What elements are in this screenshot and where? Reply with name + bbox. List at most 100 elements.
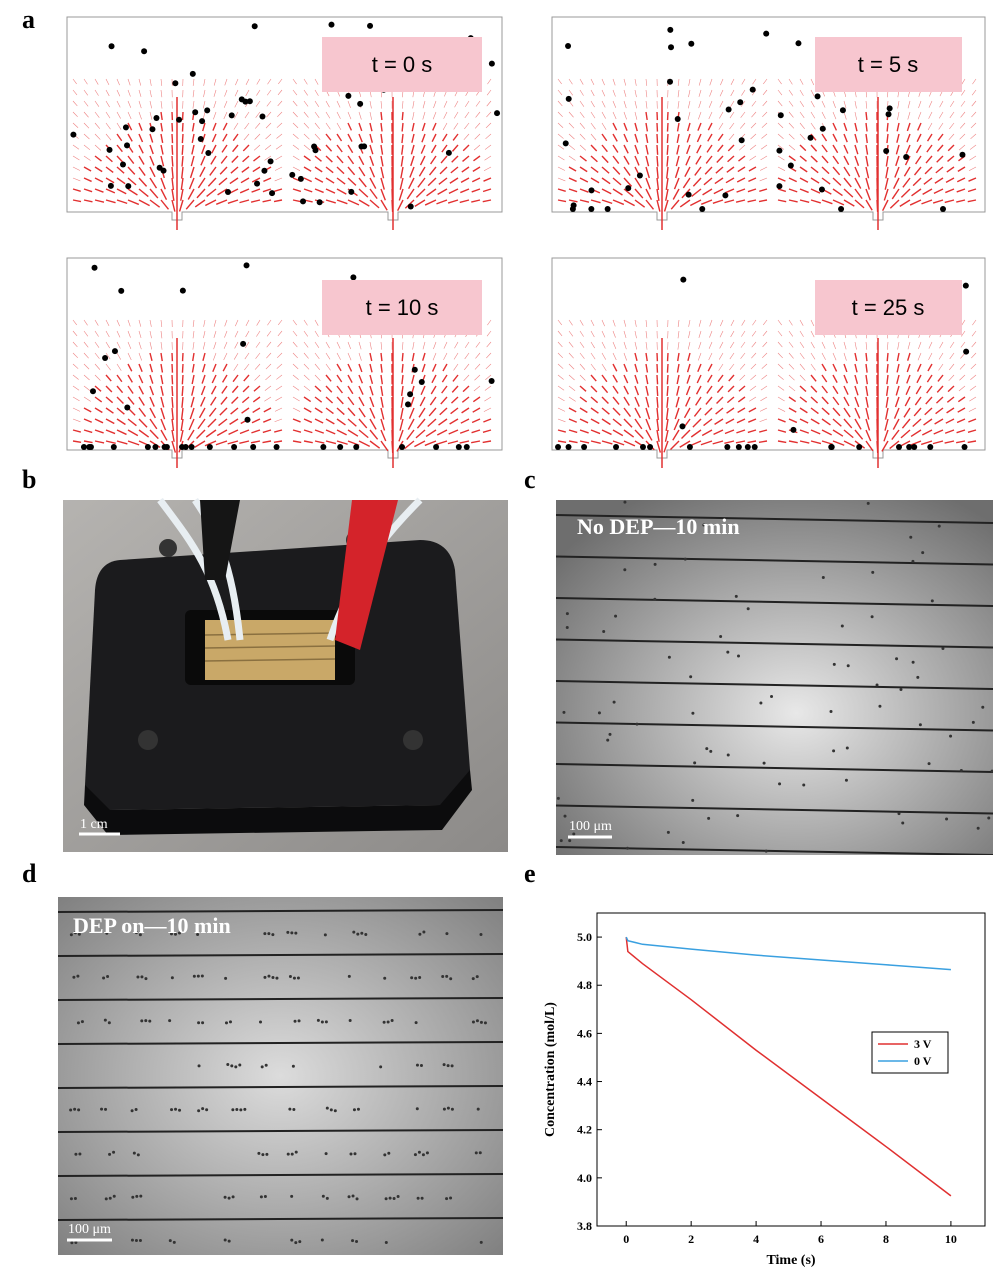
x-tick-label: 2 — [688, 1232, 694, 1246]
particle — [145, 444, 151, 450]
field-arrow — [267, 331, 271, 336]
cell — [228, 1240, 231, 1243]
field-arrow — [970, 386, 976, 390]
cell — [349, 1019, 352, 1022]
cell — [325, 1152, 328, 1155]
y-tick-label: 4.4 — [577, 1075, 592, 1089]
field-arrow — [580, 101, 584, 107]
field-arrow — [569, 397, 576, 401]
field-arrow — [128, 397, 134, 404]
field-arrow — [970, 145, 976, 150]
field-arrow — [256, 101, 260, 107]
field-arrow — [263, 430, 271, 432]
field-arrow — [263, 200, 271, 202]
field-arrow — [688, 364, 690, 372]
field-arrow — [778, 441, 786, 442]
particle — [581, 444, 587, 450]
cell — [201, 1107, 204, 1110]
field-arrow — [348, 134, 352, 142]
field-arrow — [274, 200, 282, 202]
field-arrow — [381, 342, 382, 350]
field-arrow — [883, 200, 888, 211]
field-arrow — [150, 364, 152, 372]
field-arrow — [337, 419, 345, 425]
field-arrow — [887, 134, 888, 143]
field-arrow — [172, 145, 173, 155]
field-arrow — [423, 353, 425, 361]
cell — [972, 721, 975, 724]
field-arrow — [465, 112, 469, 118]
field-arrow — [473, 408, 480, 412]
field-arrow — [778, 320, 782, 325]
field-arrow — [961, 112, 965, 117]
field-arrow — [106, 200, 116, 203]
cell — [290, 1195, 293, 1198]
field-arrow — [569, 320, 573, 325]
field-arrow — [232, 397, 238, 403]
field-arrow — [724, 441, 734, 443]
field-arrow — [208, 178, 216, 186]
field-arrow — [128, 430, 138, 436]
field-arrow — [304, 145, 310, 150]
field-arrow — [381, 156, 383, 166]
field-arrow — [602, 342, 605, 348]
field-arrow — [402, 342, 403, 350]
cell — [416, 1064, 419, 1067]
particle — [102, 355, 108, 361]
field-arrow — [348, 112, 351, 119]
particle — [838, 206, 844, 212]
field-arrow — [646, 419, 651, 430]
field-arrow — [464, 375, 469, 381]
field-arrow — [800, 167, 807, 172]
cell — [921, 551, 924, 554]
field-arrow — [624, 342, 626, 349]
field-arrow — [275, 167, 282, 170]
cell — [326, 1197, 329, 1200]
field-arrow — [866, 178, 869, 190]
cell — [414, 1153, 417, 1156]
field-arrow — [224, 342, 227, 349]
field-arrow — [558, 90, 562, 95]
cell — [112, 1151, 115, 1154]
field-arrow — [624, 112, 627, 119]
field-arrow — [244, 364, 249, 370]
field-arrow — [315, 441, 324, 443]
field-arrow — [897, 123, 899, 131]
field-arrow — [348, 145, 353, 153]
field-arrow — [337, 123, 341, 130]
field-arrow — [833, 386, 838, 394]
field-arrow — [960, 364, 965, 369]
field-arrow — [436, 200, 447, 204]
particle — [566, 96, 572, 102]
cell — [598, 711, 601, 714]
field-arrow — [359, 134, 362, 142]
field-arrow — [613, 408, 620, 415]
field-arrow — [709, 331, 712, 338]
field-arrow — [117, 79, 120, 85]
field-arrow — [667, 134, 668, 143]
field-arrow — [833, 441, 844, 445]
particle — [640, 444, 646, 450]
legend-box — [872, 1032, 948, 1073]
field-arrow — [720, 331, 723, 337]
field-arrow — [212, 145, 216, 153]
particle — [180, 288, 186, 294]
field-arrow — [833, 112, 836, 119]
field-arrow — [689, 79, 690, 86]
field-arrow — [242, 408, 249, 413]
field-arrow — [726, 178, 734, 183]
particle — [118, 288, 124, 294]
cell — [847, 664, 850, 667]
field-arrow — [624, 353, 627, 360]
field-arrow — [751, 364, 756, 369]
field-arrow — [243, 145, 249, 151]
field-arrow — [266, 364, 271, 369]
field-arrow — [412, 123, 414, 131]
field-arrow — [937, 145, 943, 151]
field-arrow — [904, 408, 910, 417]
cell — [352, 931, 355, 934]
field-arrow — [580, 167, 587, 172]
field-arrow — [439, 419, 447, 425]
cell — [224, 1239, 227, 1242]
cell — [385, 1197, 388, 1200]
